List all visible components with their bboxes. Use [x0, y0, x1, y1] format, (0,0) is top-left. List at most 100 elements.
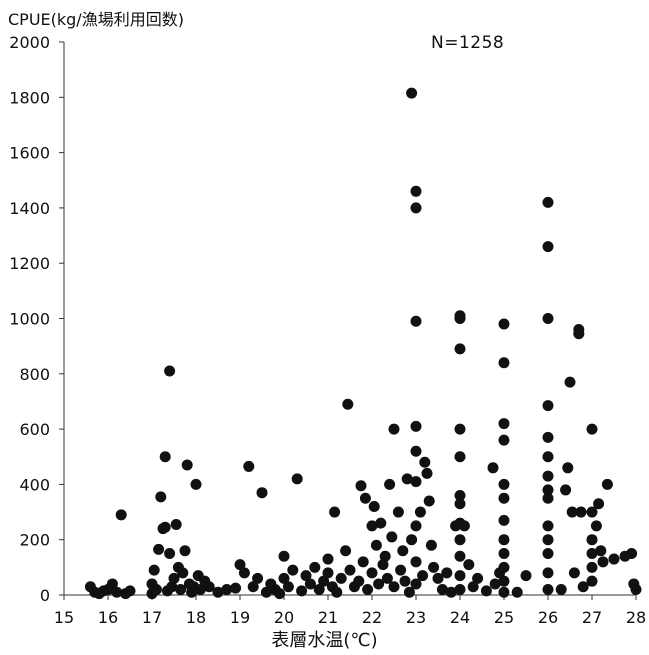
data-point: [410, 476, 422, 488]
data-point: [344, 564, 356, 576]
data-point: [472, 572, 484, 584]
data-point: [164, 365, 176, 377]
data-point: [106, 578, 118, 590]
data-point: [436, 583, 448, 595]
data-point: [566, 506, 578, 518]
data-point: [304, 578, 316, 590]
data-point: [498, 561, 510, 573]
data-point: [234, 559, 246, 571]
data-point: [342, 398, 354, 410]
data-point: [454, 343, 466, 355]
data-point: [150, 583, 162, 595]
x-tick-label: 20: [274, 608, 294, 627]
data-point: [428, 561, 440, 573]
data-point: [168, 572, 180, 584]
data-point: [454, 451, 466, 463]
data-point: [463, 559, 475, 571]
data-point: [384, 478, 396, 490]
data-point: [410, 315, 422, 327]
y-tick-label: 1400: [9, 199, 50, 218]
data-point: [155, 491, 167, 503]
data-point: [282, 581, 294, 593]
sample-size-annotation: N=1258: [431, 33, 505, 53]
x-tick-label: 16: [98, 608, 118, 627]
data-point: [454, 570, 466, 582]
data-point: [568, 567, 580, 579]
data-point: [181, 459, 193, 471]
data-point: [375, 517, 387, 529]
data-point: [601, 478, 613, 490]
data-point: [230, 582, 242, 594]
data-point: [421, 467, 433, 479]
data-point: [454, 498, 466, 510]
x-tick-label: 28: [626, 608, 646, 627]
x-tick-label: 21: [318, 608, 338, 627]
data-point: [221, 583, 233, 595]
data-point: [573, 328, 585, 340]
data-point: [410, 202, 422, 214]
data-point: [159, 521, 171, 533]
data-point: [542, 548, 554, 560]
data-point: [366, 520, 378, 532]
data-point: [335, 572, 347, 584]
y-tick-label: 800: [19, 365, 50, 384]
x-tick-label: 17: [142, 608, 162, 627]
x-tick-label: 19: [230, 608, 250, 627]
data-point: [260, 586, 272, 598]
y-tick-label: 200: [19, 531, 50, 550]
data-point: [377, 559, 389, 571]
y-tick-label: 1000: [9, 310, 50, 329]
data-point: [373, 578, 385, 590]
data-point: [586, 561, 598, 573]
data-point: [318, 575, 330, 587]
y-tick-label: 1600: [9, 144, 50, 163]
data-point: [498, 534, 510, 546]
data-point: [425, 539, 437, 551]
data-point: [577, 581, 589, 593]
data-point: [278, 550, 290, 562]
x-tick-label: 22: [362, 608, 382, 627]
data-point: [115, 509, 127, 521]
x-tick-label: 24: [450, 608, 470, 627]
data-point: [124, 585, 136, 597]
data-point: [170, 518, 182, 530]
data-point: [542, 470, 554, 482]
data-point: [322, 553, 334, 565]
y-tick-label: 400: [19, 475, 50, 494]
data-point: [410, 445, 422, 457]
x-tick-label: 26: [538, 608, 558, 627]
data-point: [392, 506, 404, 518]
data-point: [593, 498, 605, 510]
data-point: [331, 586, 343, 598]
data-point: [401, 473, 413, 485]
data-point: [256, 487, 268, 499]
data-point: [441, 567, 453, 579]
data-point: [403, 586, 415, 598]
data-point: [381, 572, 393, 584]
data-point: [608, 553, 620, 565]
data-point: [406, 534, 418, 546]
data-point: [590, 520, 602, 532]
data-point: [355, 480, 367, 492]
data-point: [410, 556, 422, 568]
data-point: [542, 534, 554, 546]
data-point: [296, 585, 308, 597]
data-point: [542, 520, 554, 532]
data-point: [203, 581, 215, 593]
data-point: [542, 431, 554, 443]
y-tick-label: 2000: [9, 33, 50, 52]
data-point: [586, 548, 598, 560]
data-point: [357, 556, 369, 568]
data-point: [458, 520, 470, 532]
y-tick-label: 1200: [9, 254, 50, 273]
data-point: [386, 531, 398, 543]
data-point: [177, 567, 189, 579]
data-point: [498, 357, 510, 369]
data-points: [84, 87, 642, 600]
data-point: [498, 514, 510, 526]
data-point: [586, 423, 598, 435]
data-point: [274, 588, 286, 600]
data-point: [366, 567, 378, 579]
data-point: [164, 548, 176, 560]
data-point: [626, 548, 638, 560]
